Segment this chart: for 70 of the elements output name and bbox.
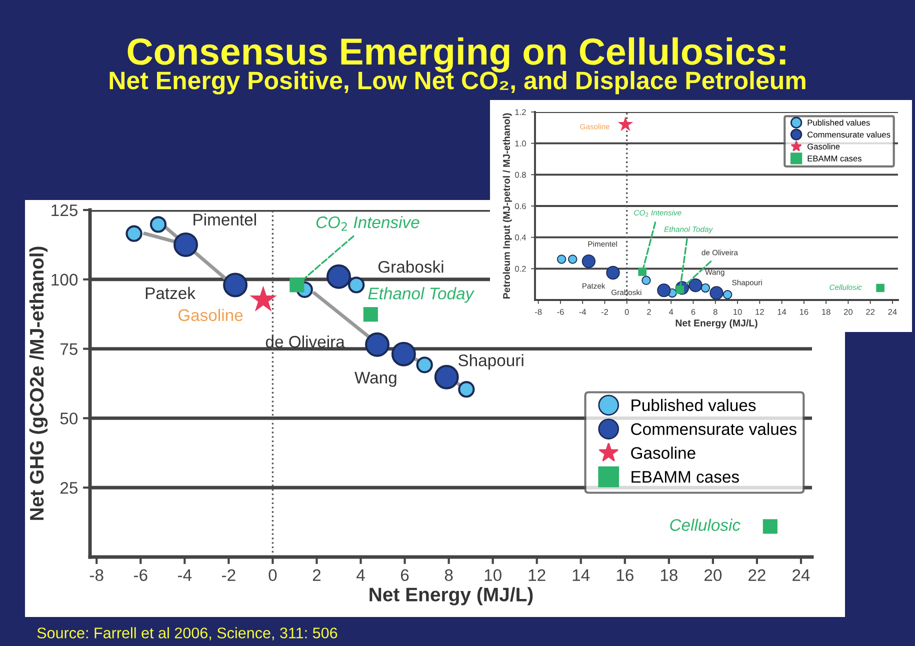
chart-title: Consensus Emerging on Cellulosics: xyxy=(128,37,786,72)
x-tick-label: 18 xyxy=(822,308,830,315)
x-tick-label: 6 xyxy=(691,308,696,315)
y-tick-label: 1.0 xyxy=(515,140,526,146)
x-tick-label: -6 xyxy=(134,569,148,582)
x-tick-label: 10 xyxy=(484,569,502,582)
x-tick-label: -8 xyxy=(90,569,104,582)
x-tick-label: 24 xyxy=(792,569,810,581)
y-tick-label: 75 xyxy=(60,343,78,356)
legend-label: EBAMM cases xyxy=(808,156,862,162)
x-tick-label: 24 xyxy=(888,308,897,315)
chart-subtitle: Net Energy Positive, Low Net CO₂, and Displace Petroleum xyxy=(110,70,806,94)
y-tick-label: 100 xyxy=(52,274,78,286)
x-tick-label: -2 xyxy=(222,569,236,581)
x-tick-label: -6 xyxy=(557,308,564,315)
legend-label: Commensurate values xyxy=(631,422,796,436)
x-tick-label: -4 xyxy=(579,309,586,315)
annotation: Patzek xyxy=(146,286,196,300)
annotation: de Oliveira xyxy=(266,335,345,348)
annotation: Graboski xyxy=(378,260,444,273)
x-tick-label: 20 xyxy=(844,308,853,315)
y-axis-title: Net GHG (gCO2e /MJ-ethanol) xyxy=(29,246,48,520)
y-tick-label: 0.8 xyxy=(514,172,526,178)
annotation: Pimentel xyxy=(194,213,256,226)
legend-label: Commensurate values xyxy=(808,131,890,138)
annotation: CO$_{2}$ Intensive xyxy=(316,216,420,231)
x-tick-label: 16 xyxy=(616,569,634,582)
x-axis-title: Net Energy (MJ/L) xyxy=(370,587,533,606)
legend-label: Gasoline xyxy=(808,143,840,150)
y-tick-label: 0.6 xyxy=(514,203,526,210)
x-tick-label: 12 xyxy=(756,308,764,315)
x-tick-label: 6 xyxy=(400,569,409,582)
annotation: Shapouri xyxy=(458,354,524,370)
x-tick-label: 12 xyxy=(528,569,546,581)
legend-label: Published values xyxy=(808,120,870,126)
x-tick-label: 10 xyxy=(734,308,742,315)
x-tick-label: 14 xyxy=(778,309,786,315)
x-tick-label: 8 xyxy=(444,569,453,582)
source-note: Source: Farrell et al 2006, Science, 311: 506 xyxy=(37,627,338,640)
x-tick-label: 4 xyxy=(356,569,365,581)
legend-label: Published values xyxy=(632,398,756,412)
x-tick-label: -2 xyxy=(601,308,608,315)
x-tick-label: 2 xyxy=(312,569,321,581)
legend-label: Gasoline xyxy=(631,446,696,459)
x-tick-label: 22 xyxy=(866,308,875,315)
x-tick-label: 18 xyxy=(660,569,678,582)
x-tick-label: 20 xyxy=(704,569,722,582)
y-tick-label: 25 xyxy=(60,482,78,494)
y-tick-label: 0.4 xyxy=(514,234,526,240)
x-tick-label: 22 xyxy=(748,569,766,581)
x-tick-label: 16 xyxy=(800,308,808,315)
y-tick-label: 125 xyxy=(52,204,78,216)
x-tick-label: 14 xyxy=(572,569,590,581)
x-tick-label: 2 xyxy=(647,308,651,315)
x-axis-title: Net Energy (MJ/L) xyxy=(676,319,758,328)
x-tick-label: -8 xyxy=(534,308,542,315)
annotation: Wang xyxy=(354,372,396,387)
y-tick-label: 50 xyxy=(60,412,78,424)
y-tick-label: 1.2 xyxy=(515,109,526,116)
x-tick-label: 4 xyxy=(669,309,674,315)
legend-label: EBAMM cases xyxy=(632,471,739,483)
x-tick-label: 0 xyxy=(268,569,277,582)
y-tick-label: 0.2 xyxy=(514,266,526,272)
annotation: Gasoline xyxy=(178,308,243,322)
x-tick-label: -4 xyxy=(178,569,192,581)
annotation: Cellulosic xyxy=(670,518,740,531)
y-axis-title: Petroleum Input (MJ-petrol / MJ-ethanol) xyxy=(502,113,512,299)
annotation: Ethanol Today xyxy=(368,287,474,303)
x-tick-label: 0 xyxy=(624,308,629,315)
x-tick-label: 8 xyxy=(713,308,718,315)
